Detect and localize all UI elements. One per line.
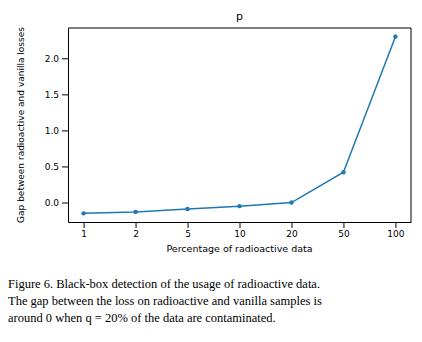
x-tick-mark — [84, 222, 85, 228]
data-point — [393, 34, 397, 38]
x-tick-label: 100 — [387, 229, 404, 239]
x-tick-mark — [291, 222, 292, 228]
y-tick-mark — [62, 166, 68, 167]
x-tick-mark — [136, 222, 137, 228]
y-tick-label: 2.0 — [45, 54, 60, 64]
y-tick-label: 1.0 — [45, 126, 60, 136]
y-tick: 1.5 — [45, 90, 68, 100]
x-tick-mark — [343, 222, 344, 228]
x-tick-label: 5 — [185, 229, 191, 239]
frame-right — [411, 28, 412, 222]
chart: p 1 2 5 10 20 50 100 0.0 0.5 1.0 1.5 2.0 Percentage o… — [0, 0, 422, 342]
x-tick-label: 2 — [133, 229, 139, 239]
y-tick: 0.5 — [45, 162, 68, 172]
data-point — [237, 204, 241, 208]
x-tick: 20 — [286, 222, 298, 239]
y-tick-mark — [62, 94, 68, 95]
y-axis-title: Gap between radioactive and vanilla loss… — [16, 27, 26, 223]
x-axis: 1 2 5 10 20 50 100 — [69, 222, 412, 239]
x-tick: 100 — [387, 222, 404, 239]
plot-area — [81, 34, 397, 215]
y-axis-line — [68, 29, 69, 223]
x-tick-mark — [240, 222, 241, 228]
data-point — [341, 170, 345, 174]
x-tick: 50 — [338, 222, 350, 239]
y-tick-label: 0.0 — [45, 198, 60, 208]
x-tick: 5 — [185, 222, 191, 239]
y-tick-mark — [62, 130, 68, 131]
x-tick-label: 20 — [286, 229, 298, 239]
x-tick: 1 — [81, 222, 87, 239]
y-axis: 0.0 0.5 1.0 1.5 2.0 — [45, 29, 69, 223]
y-tick: 2.0 — [45, 54, 68, 64]
x-tick-mark — [188, 222, 189, 228]
data-point — [185, 207, 189, 211]
data-point — [289, 200, 293, 204]
x-tick: 10 — [234, 222, 246, 239]
y-tick: 1.0 — [45, 126, 68, 136]
caption-line: The gap between the loss on radioactive … — [8, 294, 322, 308]
x-axis-title: Percentage of radioactive data — [166, 243, 312, 254]
data-line — [84, 37, 396, 214]
x-tick-mark — [395, 222, 396, 228]
data-point — [133, 210, 137, 214]
y-tick-label: 0.5 — [45, 162, 59, 172]
x-tick-label: 1 — [81, 229, 87, 239]
caption: Figure 6. Black-box detection of the usa… — [8, 277, 322, 325]
x-tick-label: 10 — [234, 229, 246, 239]
data-point — [81, 211, 85, 215]
y-tick-mark — [62, 58, 68, 59]
frame-top — [68, 28, 411, 29]
caption-line: around 0 when q = 20% of the data are co… — [8, 311, 276, 325]
y-tick-mark — [62, 203, 68, 204]
caption-line: Figure 6. Black-box detection of the usa… — [8, 277, 320, 291]
x-tick-label: 50 — [338, 229, 350, 239]
x-tick: 2 — [133, 222, 139, 239]
y-tick-label: 1.5 — [45, 90, 59, 100]
title: p — [236, 10, 243, 23]
y-tick: 0.0 — [45, 198, 68, 208]
